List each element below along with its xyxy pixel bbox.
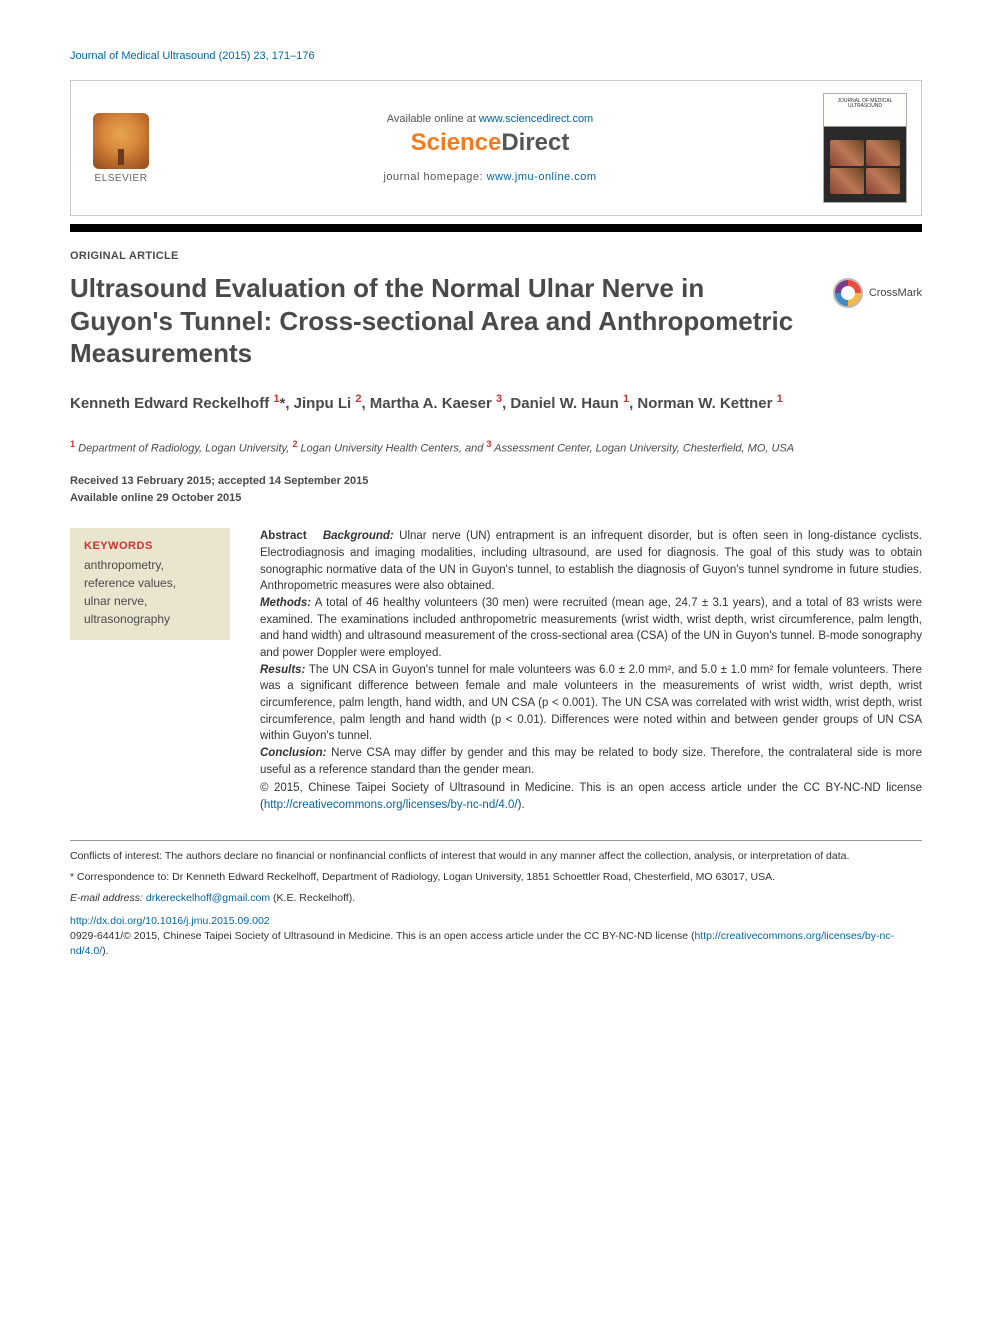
cover-title: JOURNAL OF MEDICAL ULTRASOUND	[824, 99, 906, 109]
article-title: Ultrasound Evaluation of the Normal Ulna…	[70, 272, 813, 370]
conclusion-label: Conclusion:	[260, 747, 326, 759]
methods-label: Methods:	[260, 597, 311, 609]
title-row: Ultrasound Evaluation of the Normal Ulna…	[70, 272, 922, 392]
footnotes: Conflicts of interest: The authors decla…	[70, 849, 922, 907]
available-prefix: Available online at	[387, 113, 479, 125]
author-email[interactable]: drkereckelhoff@gmail.com	[146, 892, 270, 904]
journal-reference: Journal of Medical Ultrasound (2015) 23,…	[70, 50, 922, 62]
journal-cover-thumbnail: JOURNAL OF MEDICAL ULTRASOUND	[823, 93, 907, 203]
issn-end: ).	[102, 945, 108, 957]
received-accepted: Received 13 February 2015; accepted 14 S…	[70, 473, 922, 490]
two-column-region: KEYWORDS anthropometry, reference values…	[70, 528, 922, 813]
article-dates: Received 13 February 2015; accepted 14 S…	[70, 473, 922, 506]
header-box: ELSEVIER Available online at www.science…	[70, 80, 922, 216]
journal-home-url[interactable]: www.jmu-online.com	[487, 171, 597, 183]
cc-license-url[interactable]: http://creativecommons.org/licenses/by-n…	[264, 799, 518, 811]
doi-block: http://dx.doi.org/10.1016/j.jmu.2015.09.…	[70, 914, 922, 958]
abstract-lead: Abstract	[260, 530, 307, 542]
conflicts-of-interest: Conflicts of interest: The authors decla…	[70, 849, 922, 864]
email-label: E-mail address:	[70, 892, 146, 904]
sciencedirect-url[interactable]: www.sciencedirect.com	[479, 113, 593, 125]
results-label: Results:	[260, 664, 305, 676]
crossmark-widget[interactable]: CrossMark	[833, 278, 922, 308]
keywords-heading: KEYWORDS	[84, 540, 216, 552]
copyright-line: © 2015, Chinese Taipei Society of Ultras…	[260, 780, 922, 813]
crossmark-label: CrossMark	[869, 287, 922, 299]
article-type: ORIGINAL ARTICLE	[70, 250, 922, 262]
crossmark-icon	[833, 278, 863, 308]
email-suffix: (K.E. Reckelhoff).	[270, 892, 355, 904]
issn-text: 0929-6441/© 2015, Chinese Taipei Society…	[70, 930, 694, 942]
doi-url[interactable]: http://dx.doi.org/10.1016/j.jmu.2015.09.…	[70, 915, 270, 927]
authors: Kenneth Edward Reckelhoff 1*, Jinpu Li 2…	[70, 392, 922, 415]
elsevier-tree-icon	[93, 113, 149, 169]
background-label: Background:	[323, 530, 394, 542]
footnote-separator	[70, 840, 922, 841]
elsevier-label: ELSEVIER	[95, 173, 148, 184]
methods-text: A total of 46 healthy volunteers (30 men…	[260, 597, 922, 659]
sd-logo-left: Science	[411, 129, 502, 156]
abstract-column: Abstract Background: Ulnar nerve (UN) en…	[260, 528, 922, 813]
affiliations: 1 Department of Radiology, Logan Univers…	[70, 438, 922, 457]
keywords-box: KEYWORDS anthropometry, reference values…	[70, 528, 230, 640]
header-center: Available online at www.sciencedirect.co…	[175, 113, 805, 183]
divider-bar	[70, 224, 922, 232]
journal-home-prefix: journal homepage:	[383, 171, 486, 183]
available-online: Available online 29 October 2015	[70, 490, 922, 507]
keywords-list: anthropometry, reference values, ulnar n…	[84, 556, 216, 628]
email-line: E-mail address: drkereckelhoff@gmail.com…	[70, 891, 922, 906]
sd-logo-right: Direct	[501, 129, 569, 156]
sciencedirect-logo: ScienceDirect	[175, 129, 805, 157]
journal-homepage-line: journal homepage: www.jmu-online.com	[175, 171, 805, 183]
keywords-column: KEYWORDS anthropometry, reference values…	[70, 528, 230, 813]
correspondence: * Correspondence to: Dr Kenneth Edward R…	[70, 870, 922, 885]
available-online-line: Available online at www.sciencedirect.co…	[175, 113, 805, 125]
cover-images-icon	[830, 140, 900, 194]
results-text: The UN CSA in Guyon's tunnel for male vo…	[260, 664, 922, 743]
conclusion-text: Nerve CSA may differ by gender and this …	[260, 747, 922, 776]
abstract: Abstract Background: Ulnar nerve (UN) en…	[260, 528, 922, 813]
elsevier-logo: ELSEVIER	[85, 113, 157, 184]
copyright-end: ).	[518, 799, 525, 811]
issn-copyright-line: 0929-6441/© 2015, Chinese Taipei Society…	[70, 929, 922, 958]
page-container: Journal of Medical Ultrasound (2015) 23,…	[0, 0, 992, 999]
